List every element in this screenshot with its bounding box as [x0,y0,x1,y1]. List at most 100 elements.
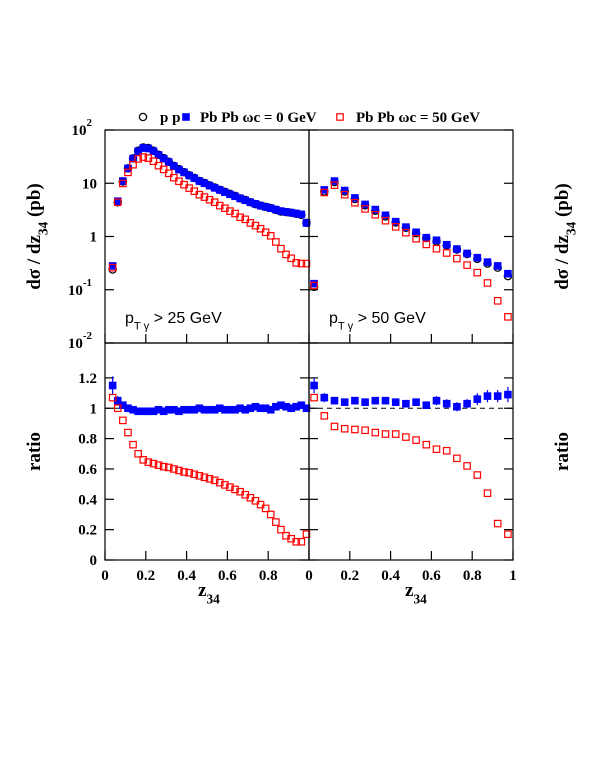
data-point [412,234,420,243]
data-point [453,402,461,411]
data-point [302,530,311,539]
data-point [381,216,390,225]
data-point [108,393,117,402]
data-point [422,440,431,449]
data-point [412,436,420,444]
data-point [272,518,280,526]
data-point [371,205,380,214]
data-point [231,485,239,494]
data-point [381,396,390,405]
data-point [473,471,482,479]
data-point [210,476,219,485]
data-point [483,392,492,400]
legend-marker [138,112,148,122]
annotation-rest: > 50 GeV [353,310,426,327]
data-point [180,468,188,476]
data-point [351,198,359,207]
data-point [302,259,311,268]
x-tick-label: 1 [509,568,517,584]
data-point [483,258,492,266]
y-axis-label: dσ / dz34 (pb) [24,183,51,290]
annotation: pT γ > 50 GeV [329,310,426,332]
data-point [297,210,306,219]
data-point [185,468,193,477]
plot-frame [308,342,514,561]
data-point [371,210,380,219]
data-point [164,463,173,472]
data-point [175,466,183,475]
data-point [504,313,512,321]
data-point [422,401,431,410]
data-point [371,428,380,437]
y-tick-label: 1 [90,401,98,417]
data-point [432,244,441,253]
y-axis-label-rest: (pb) [24,183,45,222]
y-tick-label: 10-1 [68,277,92,299]
y-tick-base: 10 [68,336,83,352]
data-point [361,205,369,213]
data-point [134,155,142,163]
annotation: pT γ > 25 GeV [125,310,222,332]
data-point [149,459,158,468]
data-point [493,519,502,528]
data-point [330,181,339,189]
data-point [215,201,224,210]
legend-label: Pb Pb ωc = 0 GeV [200,110,317,126]
data-point [277,525,285,534]
data-point [119,177,127,185]
data-point [361,426,369,435]
data-point [330,177,339,185]
data-point [215,478,224,487]
data-point [292,259,301,267]
data-point [412,228,420,237]
y-tick-label: 102 [72,117,93,139]
data-point [154,461,163,469]
x-tick-label: 0.6 [422,568,441,584]
data-point [463,462,471,470]
y-tick-base: 10 [72,123,87,139]
data-point [195,471,204,480]
data-point [442,446,451,455]
x-tick-label: 0 [101,568,109,584]
data-point [149,157,158,166]
data-point [493,392,502,400]
data-point [266,510,275,519]
x-axis-label-sub: 34 [413,592,427,607]
data-point [119,416,127,425]
data-point [261,504,270,513]
data-point [473,253,482,262]
data-point [432,236,441,245]
data-point [108,262,117,270]
data-point [113,404,122,413]
y-tick-exponent: -1 [83,277,92,289]
y-tick-label: 1 [90,230,98,246]
data-point [205,475,214,483]
annotation-sub: T γ [134,320,150,332]
data-point [266,232,275,240]
data-point [473,268,482,277]
data-point [483,489,492,498]
data-point [144,458,153,466]
data-point [391,430,400,438]
x-tick-label: 0.2 [340,568,359,584]
x-axis-label: z34 [198,580,220,607]
data-point [442,249,451,257]
annotation-main: p [125,310,134,327]
data-point [442,399,451,408]
data-point [310,381,318,390]
data-point [320,393,329,402]
data-point [320,188,329,197]
data-point [504,530,512,539]
data-point [453,454,461,463]
y-tick-label: 0 [90,553,98,569]
data-point [463,399,471,408]
annotation-main: p [329,310,338,327]
y-axis-label-rest: (pb) [552,183,573,222]
data-point [340,398,349,406]
data-point [402,223,410,231]
data-point [139,456,148,464]
data-point [124,168,132,177]
data-point [340,186,349,195]
data-point [134,449,142,458]
data-point [381,211,390,220]
